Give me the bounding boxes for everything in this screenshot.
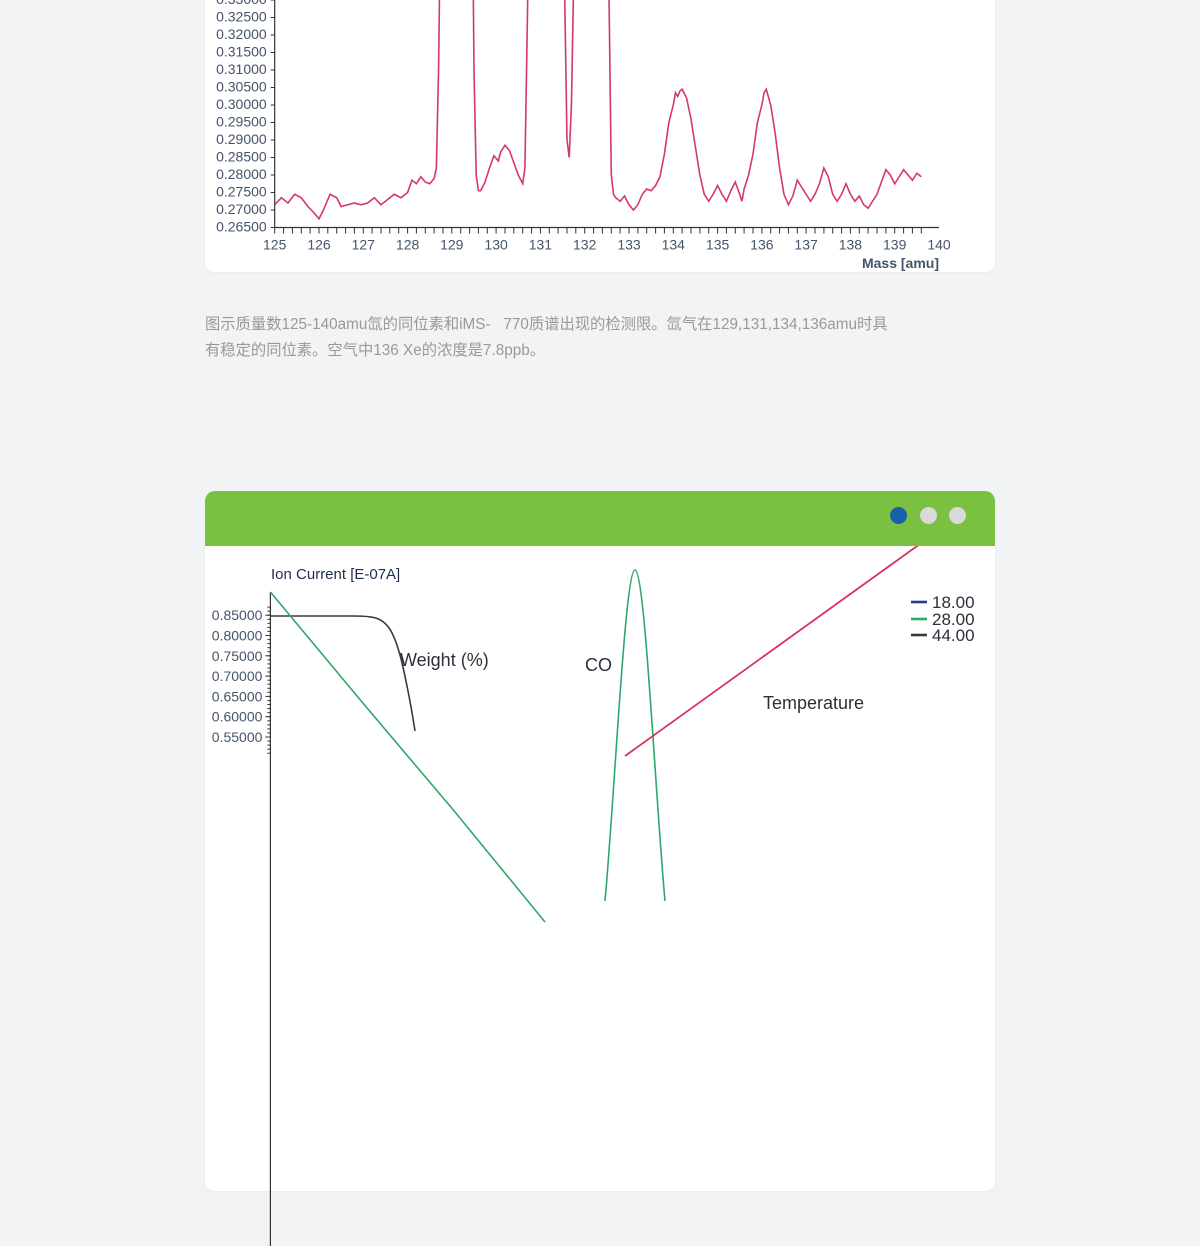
svg-text:0.65000: 0.65000 [212, 688, 263, 704]
svg-text:CO: CO [585, 655, 612, 675]
svg-text:0.31000: 0.31000 [216, 61, 267, 77]
svg-text:0.32000: 0.32000 [216, 26, 267, 42]
svg-text:127: 127 [352, 237, 376, 253]
svg-text:0.60000: 0.60000 [212, 709, 263, 725]
svg-text:132: 132 [573, 237, 597, 253]
svg-text:130: 130 [484, 237, 508, 253]
svg-text:0.30000: 0.30000 [216, 96, 267, 112]
svg-text:Mass [amu]: Mass [amu] [862, 255, 939, 271]
svg-text:136: 136 [750, 237, 774, 253]
svg-text:Temperature: Temperature [763, 693, 864, 713]
svg-text:126: 126 [307, 237, 331, 253]
svg-text:44.00: 44.00 [932, 626, 975, 645]
svg-text:129: 129 [440, 237, 464, 253]
svg-text:133: 133 [617, 237, 641, 253]
svg-text:0.80000: 0.80000 [212, 628, 263, 644]
svg-text:Ion Current [E-07A]: Ion Current [E-07A] [271, 566, 400, 583]
svg-text:139: 139 [883, 237, 907, 253]
svg-text:0.27000: 0.27000 [216, 201, 267, 217]
svg-text:140: 140 [927, 237, 951, 253]
svg-text:0.29000: 0.29000 [216, 131, 267, 147]
svg-text:Weight (%): Weight (%) [400, 650, 489, 670]
svg-text:0.75000: 0.75000 [212, 648, 263, 664]
svg-text:0.28000: 0.28000 [216, 166, 267, 182]
svg-text:0.30500: 0.30500 [216, 79, 267, 95]
svg-text:0.85000: 0.85000 [212, 607, 263, 623]
svg-text:137: 137 [794, 237, 818, 253]
svg-text:135: 135 [706, 237, 730, 253]
svg-text:125: 125 [263, 237, 287, 253]
svg-text:0.33000: 0.33000 [216, 0, 267, 7]
svg-text:128: 128 [396, 237, 420, 253]
svg-text:0.27500: 0.27500 [216, 184, 267, 200]
svg-text:0.31500: 0.31500 [216, 44, 267, 60]
svg-text:0.70000: 0.70000 [212, 668, 263, 684]
svg-text:0.29500: 0.29500 [216, 114, 267, 130]
svg-text:131: 131 [529, 237, 553, 253]
svg-text:0.55000: 0.55000 [212, 729, 263, 745]
svg-text:138: 138 [839, 237, 863, 253]
svg-text:134: 134 [662, 237, 686, 253]
svg-text:0.26500: 0.26500 [216, 219, 267, 235]
svg-text:0.28500: 0.28500 [216, 149, 267, 165]
svg-text:0.32500: 0.32500 [216, 9, 267, 25]
